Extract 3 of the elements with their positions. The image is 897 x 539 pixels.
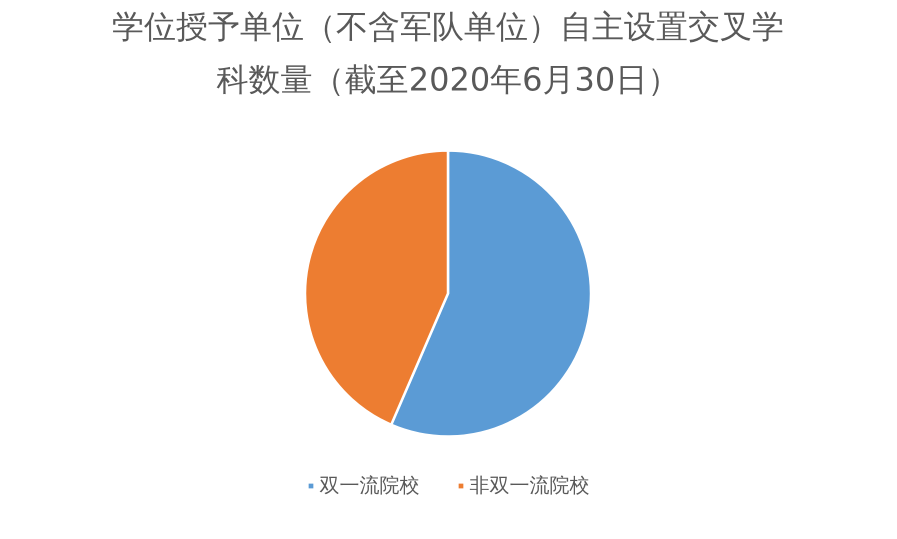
legend-label: 双一流院校	[320, 472, 420, 499]
legend-label: 非双一流院校	[470, 472, 590, 499]
chart-title: 学位授予单位（不含军队单位）自主设置交叉学科数量（截至2020年6月30日）	[112, 7, 784, 98]
